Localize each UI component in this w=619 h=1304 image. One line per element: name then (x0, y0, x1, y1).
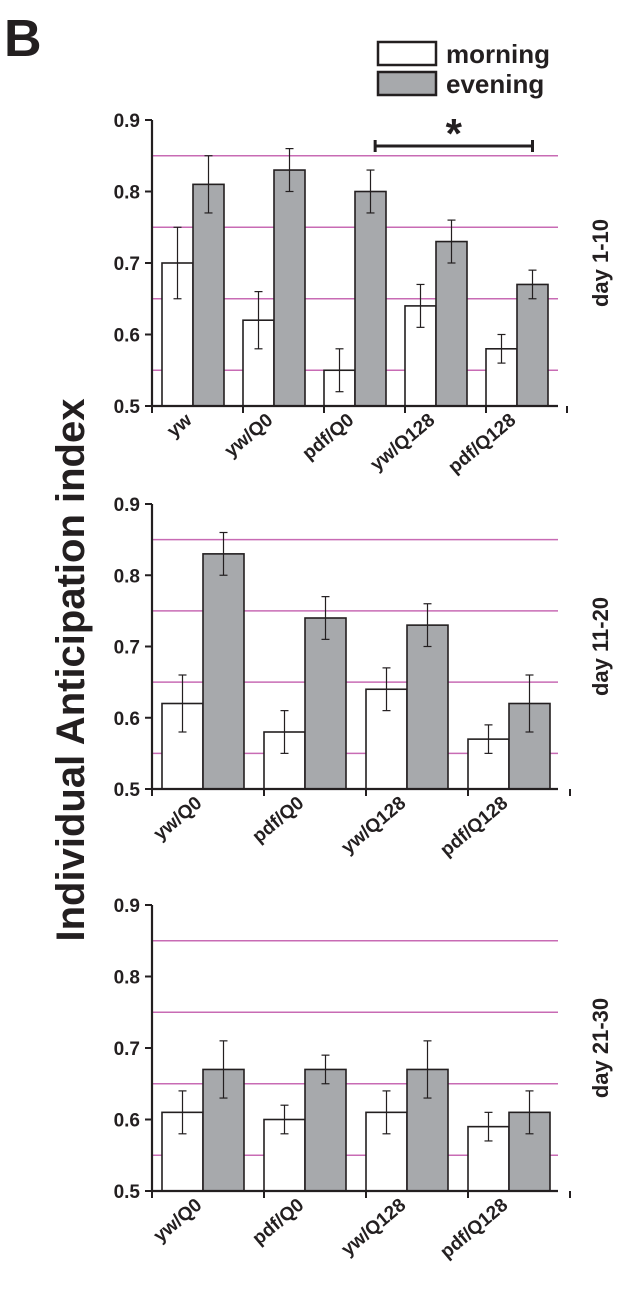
y-tick-label: 0.5 (114, 780, 141, 801)
x-tick-label: pdf/Q128 (444, 410, 520, 478)
bar-evening (516, 283, 549, 407)
x-tick-label: pdf/Q0 (249, 793, 309, 848)
bar-evening (354, 190, 387, 407)
x-tick-label: yw/Q0 (221, 410, 277, 462)
panel-3: 0.5 0.6 0.7 0.8 0.9 yw/Q0 pdf/Q0 yw/Q128 pdf/Q12… (114, 896, 613, 1263)
bar-evening (406, 624, 449, 790)
y-tick-label: 0.5 (114, 1182, 141, 1203)
x-tick-label: yw/Q0 (150, 1195, 206, 1247)
x-tick-label: yw/Q0 (150, 793, 206, 845)
bar-evening (435, 240, 468, 407)
y-tick-label: 0.8 (114, 566, 140, 587)
y-tick-label: 0.7 (114, 1039, 140, 1060)
y-tick-label: 0.7 (114, 638, 140, 659)
panel-day-label: day 1-10 (588, 219, 613, 307)
bar-evening (202, 553, 245, 790)
y-axis-title: Individual Anticipation index (49, 399, 93, 942)
bar-evening (192, 183, 225, 407)
x-tick-label: pdf/Q0 (249, 1195, 309, 1250)
y-tick-label: 0.7 (114, 254, 140, 275)
x-tick-label: yw/Q128 (338, 793, 411, 859)
panel-letter: B (4, 10, 42, 68)
legend-label-evening: evening (446, 69, 544, 99)
legend-swatch-evening (376, 70, 438, 97)
chart-panels: 0.50.60.70.80.9yw yw/Q0 pdf/Q0 yw/Q128 pdf/Q… (114, 110, 613, 1263)
panel-2: 0.5 0.6 0.7 0.8 0.9 yw/Q0 pdf/Q0 yw/Q128 pdf/Q12… (114, 495, 613, 861)
x-tick-label: yw (163, 410, 196, 443)
x-tick-label: yw/Q128 (367, 410, 440, 476)
y-tick-label: 0.9 (114, 896, 140, 917)
y-tick-label: 0.6 (114, 1111, 140, 1132)
legend-label-morning: morning (446, 39, 550, 69)
panel-day-label: day 11-20 (588, 597, 613, 696)
bar-morning (365, 1111, 408, 1192)
y-tick-label: 0.5 (114, 397, 141, 418)
significance-marker: * (446, 110, 463, 157)
panel-1: 0.5 0.6 0.7 0.8 0.9 yw yw/Q0 pdf/Q0 yw/Q128 pdf/Q… (114, 110, 613, 478)
x-tick-label: pdf/Q0 (299, 410, 359, 465)
y-tick-label: 0.8 (114, 968, 140, 989)
x-tick-label: pdf/Q128 (436, 1195, 512, 1263)
panel-day-label: day 21-30 (588, 998, 613, 1098)
bar-evening (304, 1068, 347, 1192)
y-tick-label: 0.6 (114, 709, 140, 730)
legend-swatch-morning (376, 40, 438, 67)
bar-evening (304, 617, 347, 790)
y-tick-label: 0.6 (114, 326, 140, 347)
y-tick-label: 0.8 (114, 183, 140, 204)
y-tick-label: 0.9 (114, 111, 140, 132)
x-tick-label: yw/Q128 (338, 1195, 411, 1261)
y-tick-label: 0.9 (114, 495, 140, 516)
bar-evening (273, 169, 306, 407)
legend: morning evening (376, 39, 550, 99)
x-tick-label: pdf/Q128 (436, 793, 512, 861)
